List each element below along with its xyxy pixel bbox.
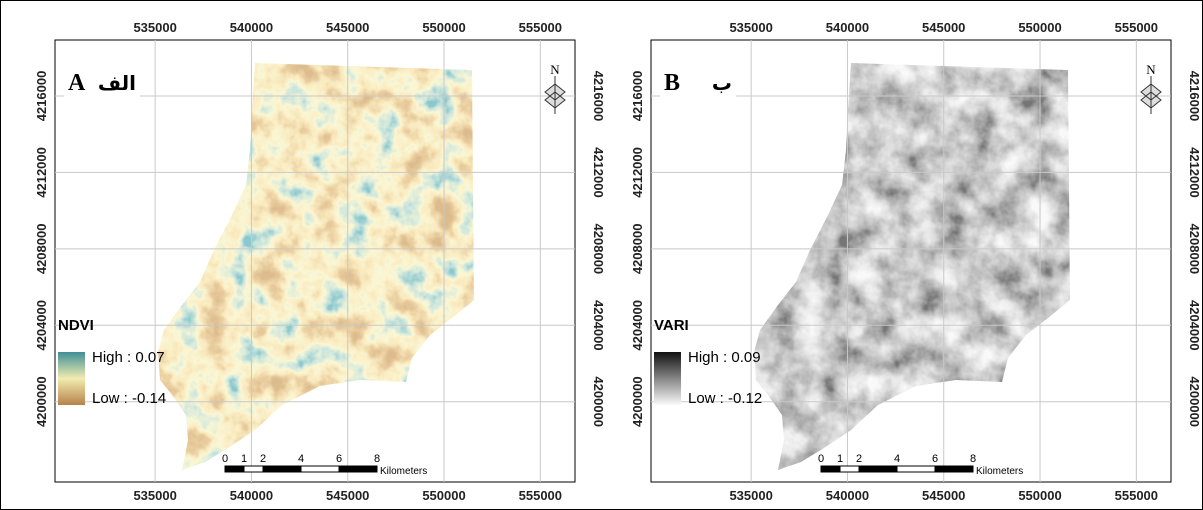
x-tick-label: 540000: [826, 488, 869, 503]
x-tick-label: 535000: [133, 20, 176, 35]
panel-script-label: الف: [98, 71, 136, 95]
north-label: N: [1146, 62, 1156, 77]
x-tick-label: 540000: [230, 488, 273, 503]
x-tick-label: 550000: [422, 488, 465, 503]
legend-ramp: [654, 352, 681, 405]
scale-label: 8: [970, 453, 976, 465]
scale-unit: Kilometers: [976, 466, 1023, 477]
scale-segment: [897, 466, 935, 472]
x-tick-label: 555000: [1115, 20, 1158, 35]
map-panel: 535000 535000 540000 540000 545000 545000 5500…: [630, 20, 1202, 503]
y-tick-label: 4212000: [1187, 147, 1202, 198]
x-tick-label: 555000: [519, 488, 562, 503]
x-tick-label: 545000: [326, 488, 369, 503]
scale-segment: [821, 466, 840, 472]
x-tick-label: 540000: [826, 20, 869, 35]
y-tick-label: 4200000: [591, 376, 606, 427]
scale-label: 1: [241, 453, 247, 465]
y-tick-label: 4204000: [630, 300, 645, 351]
scale-label: 6: [336, 453, 342, 465]
scale-label: 2: [856, 453, 862, 465]
x-tick-label: 550000: [1018, 488, 1061, 503]
x-tick-label: 545000: [922, 20, 965, 35]
panel-letter: A: [68, 70, 86, 96]
scale-label: 4: [894, 453, 900, 465]
scale-segment: [339, 466, 377, 472]
legend-low: Low : -0.12: [688, 390, 762, 407]
scale-label: 0: [818, 453, 824, 465]
x-tick-label: 555000: [1115, 488, 1158, 503]
scale-segment: [840, 466, 859, 472]
y-tick-label: 4216000: [630, 71, 645, 122]
panel-script-label: ب: [712, 71, 732, 95]
scale-label: 8: [374, 453, 380, 465]
scale-segment: [859, 466, 897, 472]
scale-label: 4: [298, 453, 304, 465]
x-tick-label: 535000: [729, 20, 772, 35]
y-tick-label: 4200000: [630, 376, 645, 427]
y-tick-label: 4212000: [34, 147, 49, 198]
x-tick-label: 545000: [922, 488, 965, 503]
y-tick-label: 4208000: [591, 224, 606, 275]
y-tick-label: 4212000: [630, 147, 645, 198]
y-tick-label: 4200000: [34, 376, 49, 427]
y-tick-label: 4216000: [591, 71, 606, 122]
x-tick-label: 535000: [133, 488, 176, 503]
scale-unit: Kilometers: [380, 466, 427, 477]
x-tick-label: 545000: [326, 20, 369, 35]
y-tick-label: 4216000: [34, 71, 49, 122]
north-label: N: [550, 62, 560, 77]
legend-high: High : 0.07: [92, 349, 165, 366]
legend-high: High : 0.09: [688, 349, 761, 366]
y-tick-label: 4204000: [1187, 300, 1202, 351]
legend-title: NDVI: [58, 317, 94, 334]
legend-ramp: [58, 352, 85, 405]
map-panel: 535000 535000 540000 540000 545000 545000 5500…: [34, 20, 606, 503]
x-tick-label: 540000: [230, 20, 273, 35]
scale-label: 6: [932, 453, 938, 465]
figure: 535000 535000 540000 540000 545000 545000 5500…: [0, 0, 1203, 510]
y-tick-label: 4200000: [1187, 376, 1202, 427]
x-tick-label: 550000: [422, 20, 465, 35]
y-tick-label: 4204000: [591, 300, 606, 351]
scale-label: 2: [260, 453, 266, 465]
x-tick-label: 550000: [1018, 20, 1061, 35]
scale-segment: [301, 466, 339, 472]
scale-label: 1: [837, 453, 843, 465]
panel-letter: B: [664, 70, 680, 96]
scale-segment: [225, 466, 244, 472]
scale-segment: [244, 466, 263, 472]
scale-segment: [935, 466, 973, 472]
scale-label: 0: [222, 453, 228, 465]
y-tick-label: 4204000: [34, 300, 49, 351]
legend-title: VARI: [654, 317, 689, 334]
y-tick-label: 4208000: [1187, 224, 1202, 275]
y-tick-label: 4208000: [34, 224, 49, 275]
x-tick-label: 535000: [729, 488, 772, 503]
y-tick-label: 4212000: [591, 147, 606, 198]
y-tick-label: 4208000: [630, 224, 645, 275]
x-tick-label: 555000: [519, 20, 562, 35]
y-tick-label: 4216000: [1187, 71, 1202, 122]
scale-segment: [263, 466, 301, 472]
legend-low: Low : -0.14: [92, 390, 166, 407]
